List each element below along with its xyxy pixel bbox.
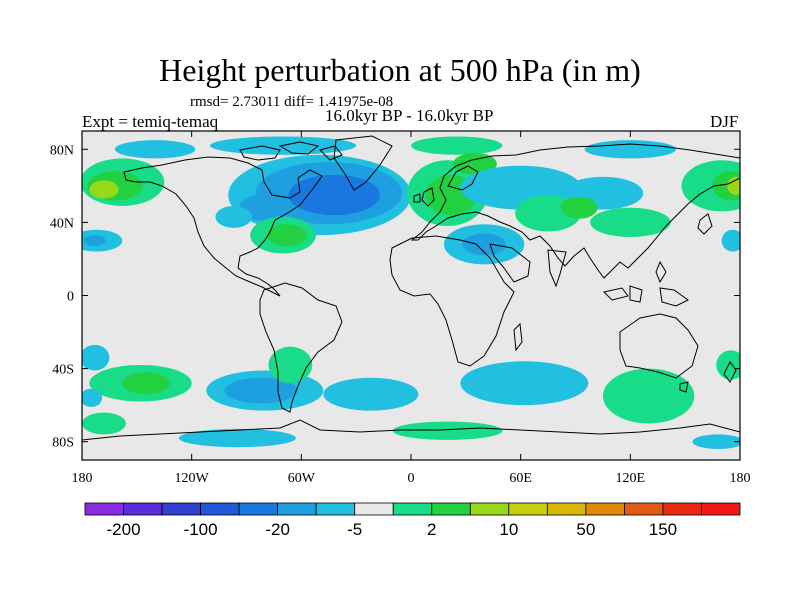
x-tick-label: 120W	[175, 471, 210, 486]
contour-region	[288, 174, 380, 216]
experiment-label: Expt = temiq-temaq	[82, 112, 219, 131]
colorbar-label: -200	[107, 520, 141, 539]
coastline-eurasia	[410, 143, 740, 279]
colorbar-swatch	[469, 502, 510, 516]
colorbar-swatch	[392, 502, 433, 516]
x-tick-label: 180	[72, 471, 93, 486]
colorbar-swatch	[354, 502, 394, 516]
coastline-southeast-asia	[603, 260, 689, 307]
colorbar-swatch	[546, 502, 587, 516]
coastline-madagascar	[513, 322, 523, 352]
colorbar-label: 10	[499, 520, 518, 539]
colorbar-swatch	[123, 502, 163, 516]
contour-region	[411, 136, 503, 155]
contour-region	[122, 372, 170, 395]
coastline-british-isles	[413, 187, 435, 207]
y-tick-label: 80S	[52, 436, 74, 451]
y-tick-label: 80N	[50, 143, 74, 158]
contour-region	[560, 196, 598, 219]
contour-region	[590, 207, 671, 238]
coastline-japan	[697, 213, 713, 235]
colorbar-swatch	[161, 502, 201, 516]
colorbar-swatch	[624, 502, 664, 516]
coastline-arctic-islands	[239, 141, 343, 161]
coastline-new-zealand	[723, 361, 737, 383]
x-tick-label: 60E	[509, 471, 532, 486]
contour-region	[692, 434, 740, 450]
contour-region	[89, 180, 119, 199]
contour-region	[266, 224, 307, 247]
contour-region	[178, 428, 296, 448]
coastline-scandinavia	[447, 165, 479, 191]
contour-region	[82, 344, 110, 371]
x-tick-label: 180	[730, 471, 751, 486]
coastline-antarctica	[82, 419, 740, 441]
colorbar-label: 2	[427, 520, 436, 539]
contour-region	[721, 229, 740, 252]
contour-region	[114, 140, 196, 159]
coastlines	[82, 135, 740, 441]
contour-regions	[82, 136, 740, 450]
contour-region	[268, 346, 313, 384]
season-label: DJF	[710, 112, 739, 131]
contour-region	[215, 205, 252, 228]
x-tick-label: 0	[408, 471, 415, 486]
colorbar-swatch	[200, 502, 240, 516]
coastline-greenland	[333, 135, 393, 191]
contour-region	[462, 233, 507, 256]
contour-region	[82, 388, 103, 407]
colorbar-swatch	[585, 502, 625, 516]
contour-region	[602, 368, 695, 424]
colorbar-label: -20	[265, 520, 290, 539]
coastline-north-america	[123, 156, 323, 297]
contour-region	[727, 176, 740, 195]
y-tick-label: 0	[67, 290, 74, 305]
contour-region	[584, 140, 677, 159]
colorbar-swatch	[277, 502, 317, 516]
coastline-australia	[619, 313, 699, 393]
contour-region	[83, 235, 106, 247]
x-tick-label: 60W	[288, 471, 316, 486]
coastline-africa	[389, 235, 515, 367]
y-tick-label: 40N	[50, 216, 74, 231]
colorbar-swatch	[238, 502, 279, 516]
x-tick-label: 120E	[616, 471, 646, 486]
contour-region	[460, 361, 589, 406]
contour-region	[453, 152, 497, 175]
colorbar-swatch	[431, 502, 471, 516]
colorbar-swatch	[84, 502, 124, 516]
contour-region	[716, 350, 740, 380]
chart-title: Height perturbation at 500 hPa (in m)	[159, 52, 641, 88]
axis-ticks: 180 120W 60W 0 60E 120E 180 80N 40N 0 40S 80S	[50, 131, 751, 486]
contour-region	[323, 377, 419, 411]
colorbar-label: -100	[184, 520, 218, 539]
colorbar-label: -5	[347, 520, 362, 539]
colorbar-label: 50	[576, 520, 595, 539]
contour-region	[392, 421, 503, 440]
colorbar-swatch	[508, 502, 548, 516]
stats-line: rmsd= 2.73011 diff= 1.41975e-08	[190, 94, 394, 110]
coastline-south-america	[259, 282, 343, 413]
contour-region	[82, 412, 126, 435]
colorbar-label: 150	[649, 520, 677, 539]
y-tick-label: 40S	[52, 363, 74, 378]
colorbar: -200 -100 -20 -5 2 10 50 150	[84, 502, 741, 539]
colorbar-swatch	[315, 502, 356, 516]
chart-subtitle: 16.0kyr BP - 16.0kyr BP	[325, 106, 494, 125]
colorbar-swatch	[701, 502, 741, 516]
coastline-arabia-india	[489, 243, 567, 288]
colorbar-swatch	[662, 502, 702, 516]
